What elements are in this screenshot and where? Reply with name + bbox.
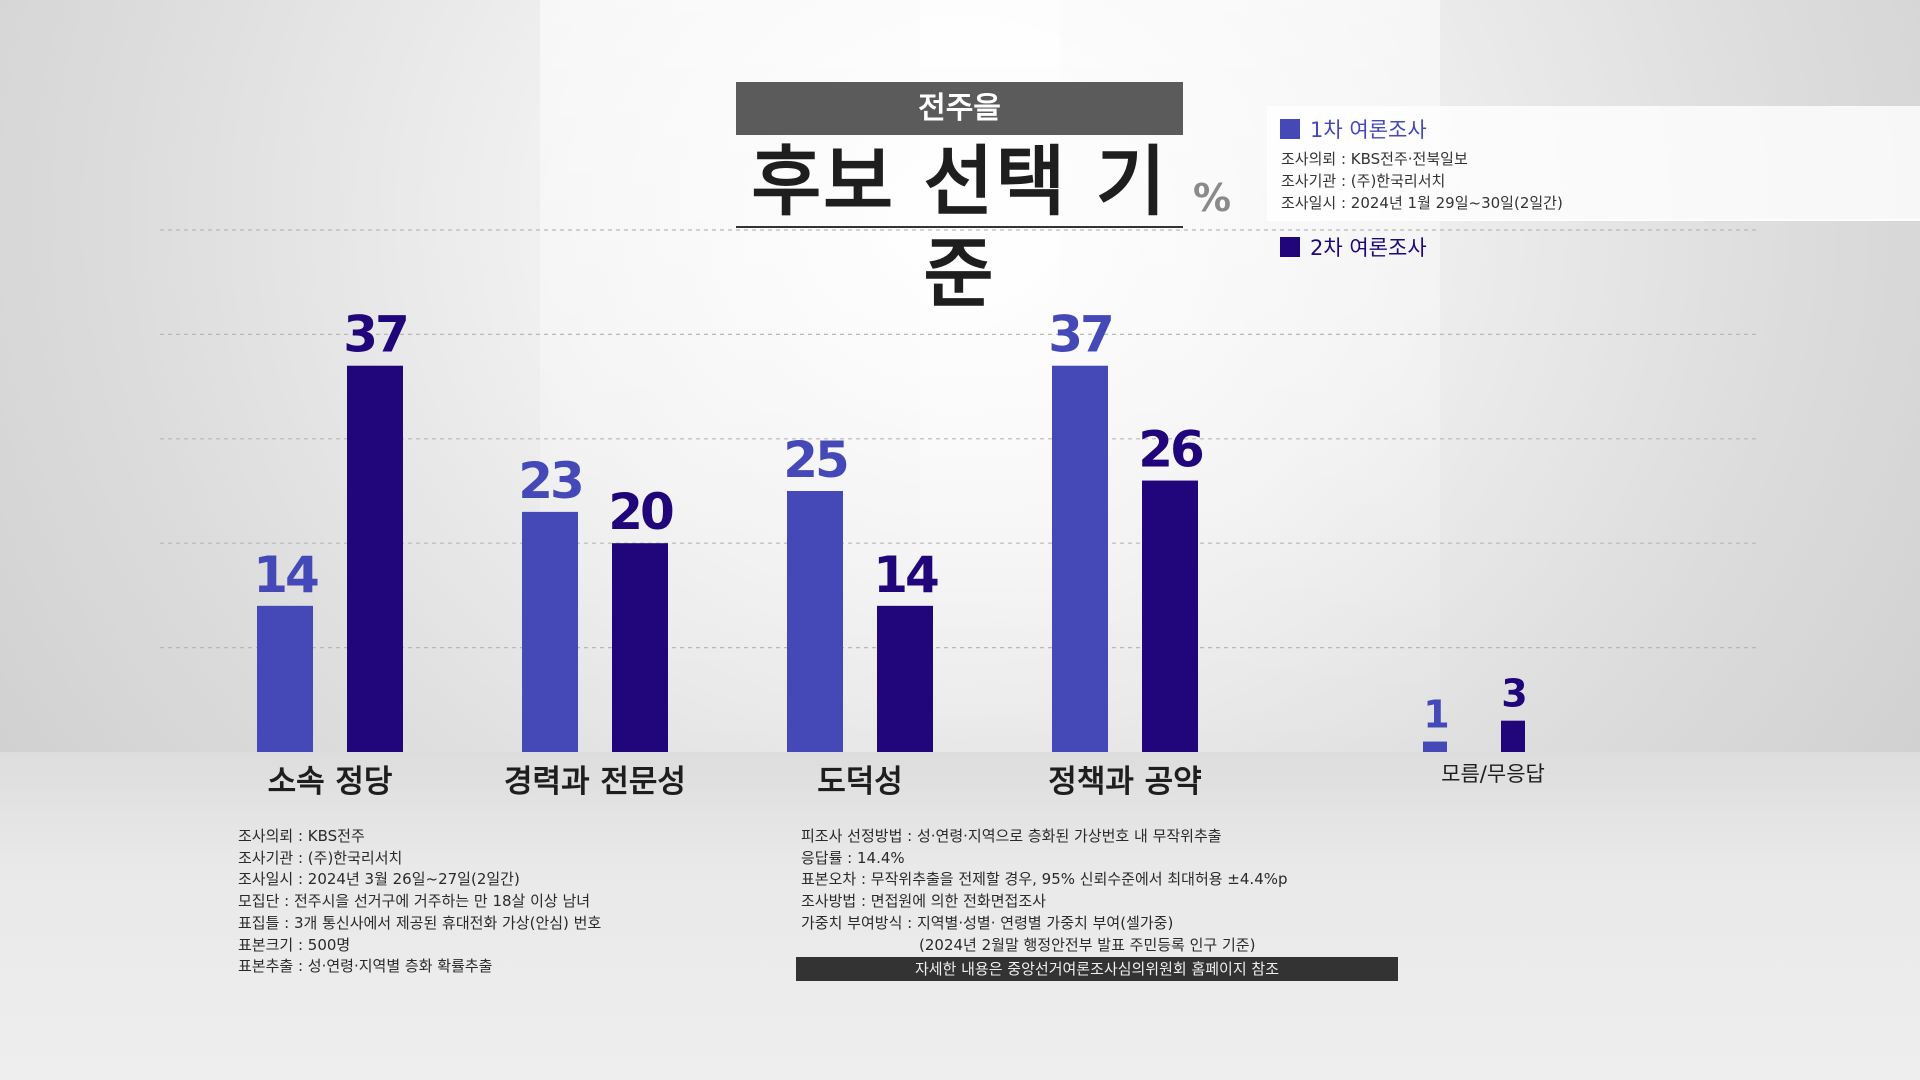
data-label: 14 xyxy=(253,546,318,604)
bar xyxy=(612,543,668,752)
footnote-left: 조사의뢰 : KBS전주 조사기관 : (주)한국리서치 조사일시 : 2024… xyxy=(238,826,601,978)
bar xyxy=(787,491,843,752)
stage-floor xyxy=(0,752,1920,1080)
bar xyxy=(1423,741,1447,752)
data-label: 14 xyxy=(873,546,938,604)
unit-label: % xyxy=(1193,176,1232,220)
legend-item-second: 2차 여론조사 xyxy=(1280,232,1427,262)
footnote-right: 피조사 선정방법 : 성·연령·지역으로 층화된 가상번호 내 무작위추출 응답… xyxy=(801,826,1288,956)
data-label: 1 xyxy=(1423,693,1447,737)
data-label: 20 xyxy=(608,483,673,541)
category-label: 경력과 전문성 xyxy=(504,764,686,800)
bar xyxy=(522,511,578,752)
footnote-line: 조사방법 : 면접원에 의한 전화면접조사 xyxy=(801,892,1046,911)
data-label: 37 xyxy=(343,306,407,364)
legend-panel-first xyxy=(1267,106,1920,221)
data-label: 37 xyxy=(1048,306,1112,364)
data-label: 26 xyxy=(1138,421,1203,479)
legend-item-first: 1차 여론조사 xyxy=(1280,114,1427,144)
legend-label-first: 1차 여론조사 xyxy=(1310,118,1427,142)
category-label: 정책과 공약 xyxy=(1048,764,1201,800)
footnote-line: 모집단 : 전주시을 선거구에 거주하는 만 18살 이상 남녀 xyxy=(238,892,591,911)
data-label: 3 xyxy=(1501,672,1525,716)
legend-info-line: 조사의뢰 : KBS전주·전북일보 xyxy=(1281,150,1468,168)
footnote-line: 표본크기 : 500명 xyxy=(238,935,351,954)
legend-info-line: 조사일시 : 2024년 1월 29일~30일(2일간) xyxy=(1281,194,1563,212)
page-title: 후보 선택 기준 xyxy=(736,136,1183,318)
legend-label-second: 2차 여론조사 xyxy=(1310,236,1427,260)
category-label: 소속 정당 xyxy=(268,764,393,800)
footnote-line: 표집틀 : 3개 통신사에서 제공된 휴대전화 가상(안심) 번호 xyxy=(238,913,602,932)
legend-info-line: 조사기관 : (주)한국리서치 xyxy=(1281,172,1446,190)
footnote-line: 조사기관 : (주)한국리서치 xyxy=(238,848,403,867)
legend-swatch-first xyxy=(1280,119,1300,139)
legend-swatch-second xyxy=(1280,237,1300,257)
footnote-line: 표본추출 : 성·연령·지역별 층화 확률추출 xyxy=(238,957,493,976)
data-label: 23 xyxy=(518,452,582,510)
category-label: 모름/무응답 xyxy=(1441,762,1545,786)
category-label: 도덕성 xyxy=(817,764,903,800)
bar xyxy=(1052,365,1108,752)
footnote-line: 가중치 부여방식 : 지역별·성별· 연령별 가중치 부여(셀가중) xyxy=(801,913,1174,932)
footnote-line: 조사일시 : 2024년 3월 26일~27일(2일간) xyxy=(238,870,520,889)
source-note: 자세한 내용은 중앙선거여론조사심의위원회 홈페이지 참조 xyxy=(796,957,1398,981)
bar xyxy=(347,365,403,752)
bar xyxy=(1142,480,1198,752)
bar xyxy=(877,605,933,752)
footnote-line: (2024년 2월말 행정안전부 발표 주민등록 인구 기준) xyxy=(919,935,1256,954)
footnote-line: 피조사 선정방법 : 성·연령·지역으로 층화된 가상번호 내 무작위추출 xyxy=(801,827,1222,845)
bar-chart: 14 37 소속 정당 23 20 경력과 전문성 25 14 도덕성 37 26 정책과 공약 1 3 모… xyxy=(160,229,1760,800)
data-label: 25 xyxy=(783,431,847,489)
footnote-line: 조사의뢰 : KBS전주 xyxy=(238,827,365,845)
region-title: 전주을 xyxy=(736,82,1183,135)
legend-info-first: 조사의뢰 : KBS전주·전북일보 조사기관 : (주)한국리서치 조사일시 :… xyxy=(1281,148,1563,214)
bar xyxy=(257,605,313,752)
bar xyxy=(1501,720,1525,752)
footnote-line: 표본오차 : 무작위추출을 전제할 경우, 95% 신뢰수준에서 최대허용 ±4… xyxy=(801,870,1288,889)
footnote-line: 응답률 : 14.4% xyxy=(801,848,905,867)
